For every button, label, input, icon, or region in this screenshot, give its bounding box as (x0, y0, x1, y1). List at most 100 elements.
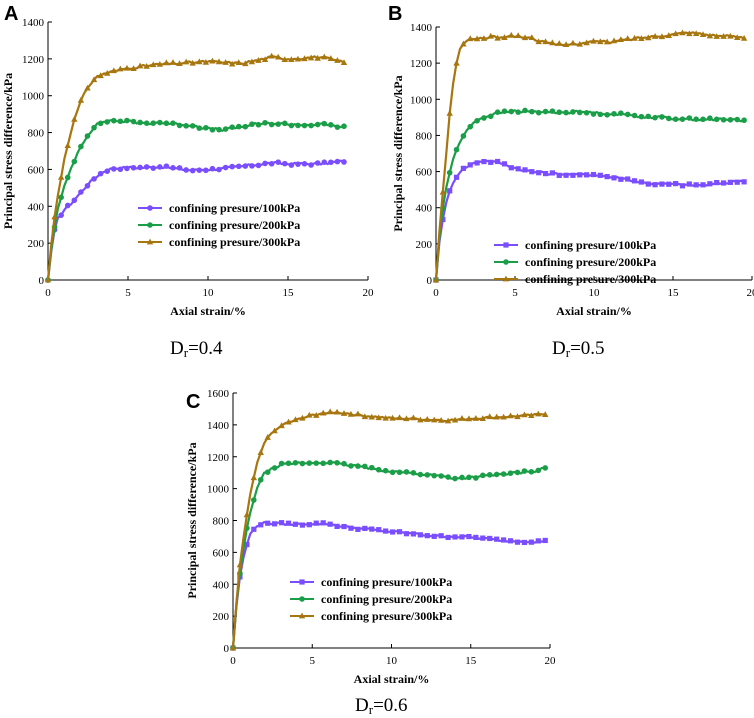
data-point (327, 521, 333, 527)
data-point (446, 169, 453, 176)
data-point (313, 460, 320, 466)
data-point (202, 58, 210, 65)
data-point (679, 116, 686, 122)
x-tick-label: 0 (45, 287, 51, 299)
data-point (734, 34, 741, 41)
data-point (686, 181, 692, 187)
data-point (651, 33, 659, 39)
data-point (507, 470, 514, 476)
y-tick-label: 200 (213, 611, 230, 623)
data-point (453, 59, 460, 66)
series-s300 (432, 29, 748, 283)
data-point (734, 179, 740, 185)
data-point (481, 158, 487, 165)
data-point (590, 37, 597, 44)
data-point (183, 123, 189, 129)
caption-main: D (355, 695, 369, 716)
data-point (382, 467, 389, 474)
data-point (301, 122, 308, 129)
legend-label: confining presure/300kPa (525, 272, 656, 286)
data-point (542, 170, 549, 177)
data-point (521, 468, 528, 474)
data-point (645, 34, 652, 41)
data-point (528, 469, 535, 475)
data-point (341, 460, 347, 467)
data-point (645, 181, 651, 187)
data-point (438, 533, 444, 539)
data-point (334, 124, 341, 130)
data-point (313, 520, 319, 526)
data-point (528, 539, 534, 545)
data-point (700, 182, 706, 188)
data-point (209, 165, 216, 172)
data-point (355, 463, 361, 469)
data-point (222, 126, 229, 132)
y-tick-label: 800 (416, 130, 433, 142)
series-s300 (44, 52, 348, 283)
legend-marker (503, 242, 509, 248)
data-point (258, 522, 264, 528)
data-point (610, 37, 618, 44)
data-point (508, 31, 515, 38)
data-point (488, 159, 494, 165)
data-point (104, 119, 110, 125)
data-point (549, 108, 556, 114)
data-point (389, 529, 396, 535)
data-point (692, 30, 700, 36)
data-point (117, 166, 124, 173)
y-tick-label: 1400 (207, 420, 230, 432)
y-tick-label: 600 (416, 167, 433, 179)
data-point (740, 34, 748, 41)
panel-letter: A (4, 3, 18, 25)
data-point (514, 413, 521, 420)
data-point (282, 120, 288, 127)
data-point (611, 175, 617, 181)
data-point (501, 108, 508, 114)
data-point (410, 414, 417, 421)
data-point (278, 422, 285, 429)
data-point (479, 472, 486, 479)
data-point (508, 108, 515, 115)
data-point (410, 531, 417, 537)
data-point (714, 179, 720, 186)
series-line (231, 410, 546, 649)
data-point (341, 159, 347, 165)
data-point (500, 471, 507, 477)
legend-marker (299, 596, 305, 602)
x-tick-label: 15 (283, 287, 295, 299)
data-point (64, 174, 71, 181)
data-point (481, 115, 487, 121)
data-point (508, 165, 514, 171)
data-point (638, 35, 645, 41)
data-point (597, 111, 604, 118)
data-point (741, 179, 747, 185)
data-point (170, 120, 176, 126)
y-tick-label: 1000 (410, 94, 433, 106)
data-point (452, 534, 458, 540)
data-point (244, 542, 250, 548)
data-point (243, 511, 251, 518)
data-point (248, 58, 256, 65)
data-point (720, 33, 727, 39)
data-point (285, 460, 292, 467)
data-point (262, 119, 268, 126)
legend-entry: confining presure/200kPa (494, 255, 656, 269)
data-point (117, 118, 124, 125)
series-s200 (230, 459, 549, 651)
y-tick-label: 200 (416, 239, 433, 251)
data-point (163, 163, 170, 169)
legend-label: confining presure/100kPa (169, 201, 300, 215)
data-point (396, 414, 403, 421)
data-point (299, 414, 306, 421)
data-point (156, 60, 164, 67)
data-point (334, 158, 341, 165)
data-point (542, 537, 548, 544)
data-point (282, 160, 288, 167)
data-point (542, 411, 549, 417)
series-line (231, 520, 546, 649)
data-point (424, 533, 430, 539)
data-point (91, 176, 97, 182)
data-point (136, 62, 144, 69)
data-point (64, 202, 71, 209)
data-point (727, 179, 734, 185)
